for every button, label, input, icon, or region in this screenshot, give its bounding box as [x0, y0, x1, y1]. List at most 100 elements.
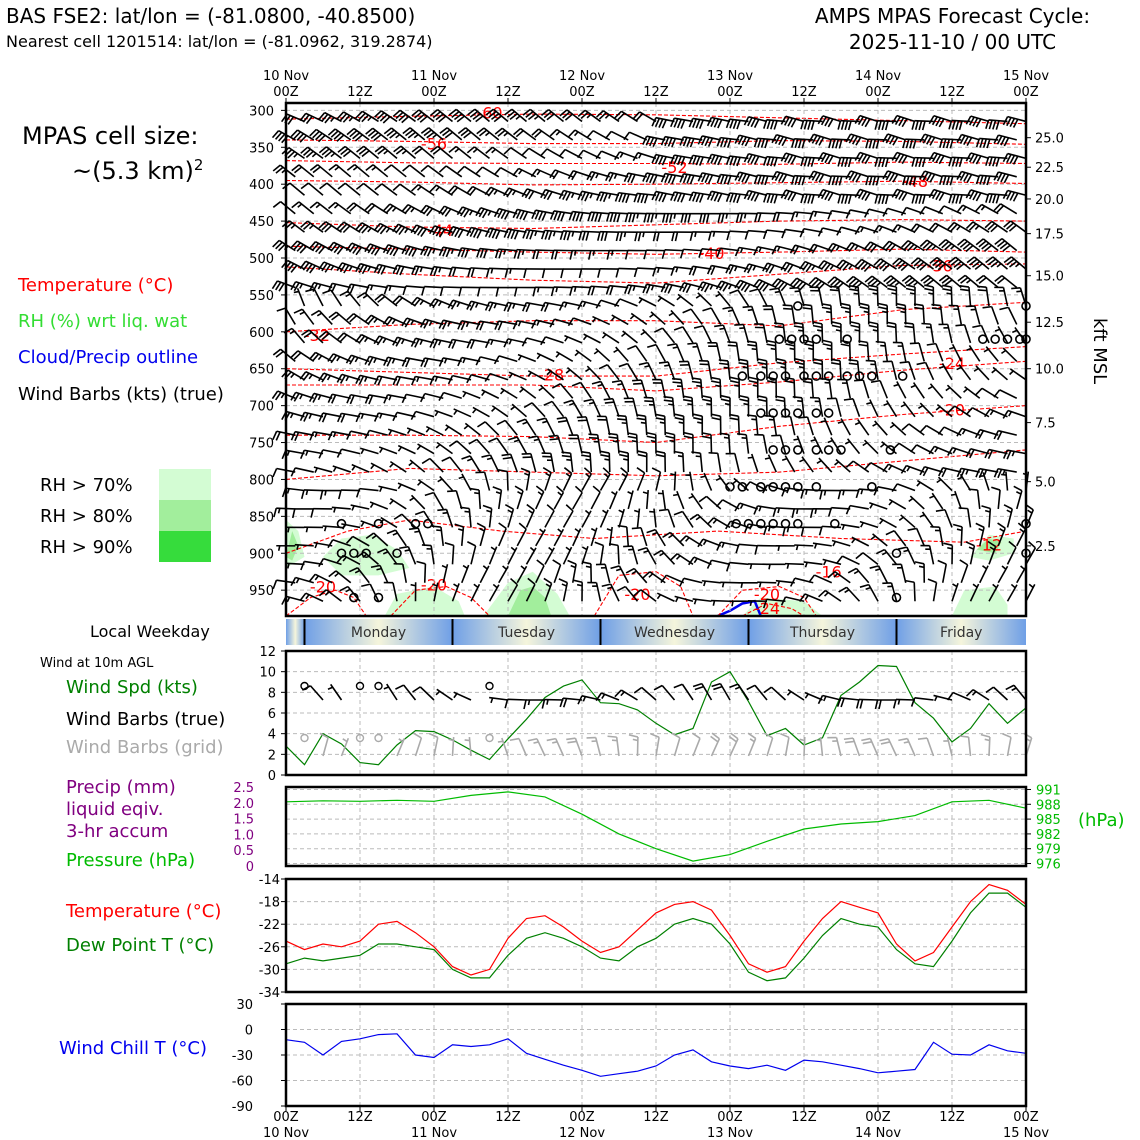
wind-barb-6	[301, 685, 324, 701]
profile-barb-14-63	[658, 361, 676, 381]
profile-barb-8-12-full	[343, 264, 350, 274]
profile-barb-4-105-full	[914, 194, 919, 204]
profile-barb-8-24-full	[414, 266, 420, 276]
profile-barb-9-69-full	[678, 282, 685, 292]
profile-barb-5-9	[309, 201, 333, 215]
profile-barb-15-72-full	[711, 380, 721, 384]
pressure-tick-800: 800	[249, 473, 274, 488]
wind-barb-48	[559, 697, 583, 708]
profile-barb-20-99-full	[873, 486, 879, 496]
profile-barb-16-69-full	[702, 398, 712, 402]
profile-barb-19-15	[351, 463, 370, 473]
profile-barb-0-54-full	[596, 110, 604, 118]
profile-barb-0-75	[725, 118, 749, 130]
profile-barb-13-57	[613, 346, 629, 362]
profile-barb-15-84-full	[785, 380, 795, 384]
profile-barb-10-81-full	[769, 287, 779, 291]
profile-barb-19-48-full	[561, 454, 572, 458]
profile-barb-3-114-full	[963, 173, 969, 182]
profile-barb-15-21	[383, 394, 407, 404]
profile-barb-24-72-full	[706, 559, 713, 569]
profile-barb-10-45-full	[540, 302, 546, 312]
profile-barb-15-51	[571, 381, 592, 399]
profile-barb-2-81	[763, 155, 786, 167]
wind-barb-63-staff	[661, 684, 676, 701]
profile-barb-14-51	[585, 365, 602, 381]
profile-barb-18-15	[360, 447, 379, 455]
profile-barb-7-15-full	[345, 242, 353, 252]
profile-barb-20-54-half	[621, 472, 627, 478]
wind-barb-111-staff	[952, 691, 971, 701]
profile-barb-16-30-half	[453, 409, 458, 415]
profile-barb-14-42	[527, 370, 546, 381]
profile-barb-25-33-half	[482, 565, 488, 570]
calm-circle-9	[1002, 334, 1013, 345]
profile-barb-2-66	[670, 154, 694, 166]
profile-barb-17-51-full	[576, 416, 587, 419]
profile-barb-6-24-full	[410, 224, 418, 234]
profile-barb-21-111-half	[950, 493, 957, 496]
profile-barb-0-27	[429, 109, 453, 123]
profile-barb-19-102-half	[888, 465, 893, 471]
profile-barb-2-51-full	[577, 149, 584, 159]
wind-barb-9-half	[327, 686, 333, 691]
profile-barb-15-96-full	[854, 379, 864, 382]
profile-barb-13-72	[707, 341, 722, 362]
profile-barb-12-87-full	[812, 321, 823, 325]
profile-barb-3-75-full	[723, 175, 729, 185]
calm-circle-17	[811, 371, 822, 381]
profile-barb-19-33-full	[461, 455, 471, 460]
profile-barb-18-90-half	[827, 439, 833, 444]
profile-barb-26-9-full	[318, 589, 327, 597]
profile-barb-6-45-full	[547, 230, 553, 241]
profile-barb-9-3-full	[275, 281, 282, 291]
profile-barb-11-27-full	[423, 319, 430, 329]
profile-barb-4-72	[706, 190, 731, 203]
profile-barb-0-48-full	[559, 109, 568, 117]
profile-barb-17-78	[746, 414, 759, 436]
profile-barb-7-3-full	[278, 243, 286, 252]
profile-barb-1-120-full	[993, 134, 1000, 144]
profile-barb-23-45	[553, 528, 565, 547]
profile-barb-1-93-full	[828, 138, 833, 149]
profile-barb-13-36-full	[475, 356, 482, 366]
profile-barb-1-117-full	[975, 138, 981, 148]
profile-barb-4-117-full	[995, 194, 1000, 204]
profile-barb-16-111-staff	[954, 405, 971, 418]
profile-barb-2-93-full	[844, 157, 849, 167]
profile-barb-16-30	[453, 408, 472, 418]
profile-barb-21-42-full	[535, 485, 545, 493]
profile-barb-23-36-full	[498, 522, 507, 530]
profile-barb-14-36	[484, 372, 509, 382]
wind-grid-barb-69	[710, 732, 721, 757]
profile-barb-9-105	[901, 274, 925, 289]
profile-barb-2-90-full	[827, 155, 834, 165]
profile-barb-22-45	[562, 504, 574, 528]
profile-barb-2-30-half	[454, 148, 460, 153]
profile-barb-5-51-full	[579, 212, 584, 222]
profile-barb-22-51	[599, 509, 609, 528]
profile-barb-2-45-staff	[546, 148, 564, 160]
profile-barb-4-18-full	[374, 183, 383, 191]
profile-barb-2-81-full	[763, 156, 768, 166]
profile-barb-10-99-full	[887, 284, 897, 288]
wind-barb-18	[383, 683, 398, 701]
profile-barb-6-63-full	[652, 231, 657, 242]
profile-barb-23-60-full	[631, 526, 642, 530]
profile-barb-3-75-full	[720, 174, 725, 184]
profile-barb-1-102	[882, 133, 906, 146]
profile-barb-21-84	[772, 507, 795, 517]
profile-barb-5-42-full	[519, 210, 525, 220]
profile-barb-9-117-full	[978, 277, 987, 284]
profile-barb-13-81-half	[770, 347, 776, 351]
wind-grid-barb-114-full	[980, 733, 991, 738]
profile-barb-19-27-staff	[429, 457, 444, 473]
profile-barb-25-111	[959, 559, 969, 584]
profile-barb-14-60-full	[638, 361, 649, 366]
profile-barb-23-99	[870, 533, 888, 547]
profile-barb-18-33-staff	[476, 438, 491, 455]
profile-barb-22-111	[958, 507, 972, 528]
profile-barb-20-102	[891, 483, 916, 493]
profile-barb-19-30	[441, 456, 463, 473]
profile-barb-16-54-full	[603, 397, 613, 401]
